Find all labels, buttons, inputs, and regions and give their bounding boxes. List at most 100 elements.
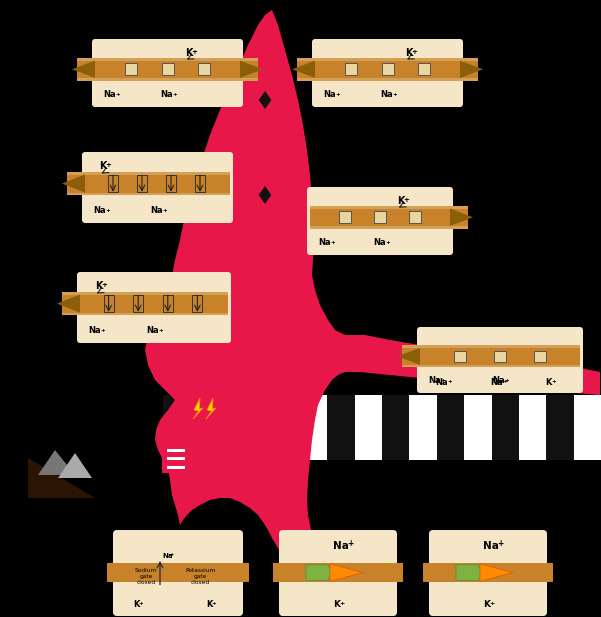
Bar [62,292,228,315]
Polygon shape [72,60,95,78]
Bar [355,395,382,460]
Text: +: + [211,601,216,606]
Bar [297,58,478,81]
Text: K: K [333,600,340,609]
Bar [418,63,430,75]
Bar [166,175,176,192]
FancyBboxPatch shape [279,530,397,616]
Bar [273,563,403,582]
Bar [67,172,230,196]
Polygon shape [62,175,85,193]
Polygon shape [292,60,315,78]
Bar [492,395,519,460]
Text: K: K [483,600,490,609]
Bar [272,395,300,460]
FancyBboxPatch shape [307,187,453,255]
Bar [198,63,210,75]
Bar [191,395,218,460]
Text: +: + [100,328,105,333]
Polygon shape [330,564,363,581]
Bar [374,211,386,223]
Bar [409,211,421,223]
Text: +: + [330,240,335,245]
Text: +: + [191,49,197,54]
Bar [437,395,464,460]
Bar [534,350,546,362]
Bar [218,395,245,460]
Text: +: + [159,328,163,333]
Bar [77,60,258,78]
Text: +: + [101,282,106,288]
Text: Na: Na [150,206,163,215]
Polygon shape [38,450,75,475]
Text: K: K [100,161,107,172]
Text: Na: Na [373,238,386,247]
Bar [402,348,580,365]
Bar [77,58,258,81]
Text: +: + [172,92,177,97]
Bar [162,437,190,473]
Text: +: + [403,196,409,202]
Bar [167,466,185,469]
Bar [382,63,394,75]
Bar [519,395,546,460]
Bar [345,63,357,75]
Polygon shape [456,565,483,581]
Bar [464,395,492,460]
Text: +: + [447,379,451,384]
Bar [137,175,147,192]
Text: Na: Na [483,541,499,551]
Polygon shape [450,209,473,226]
Text: Na: Na [160,90,173,99]
Polygon shape [258,91,271,109]
FancyBboxPatch shape [113,530,243,616]
Text: +: + [138,601,142,606]
Polygon shape [206,398,216,419]
Bar [133,296,143,312]
Bar [195,175,205,192]
Polygon shape [306,565,333,581]
Polygon shape [28,458,95,498]
Text: Na: Na [88,326,100,335]
Text: Na: Na [492,376,505,385]
Text: Na: Na [323,90,335,99]
Text: +: + [489,601,494,606]
Text: +: + [411,49,416,54]
Text: Na: Na [318,238,331,247]
Bar [107,563,249,582]
Text: +: + [440,378,445,383]
FancyBboxPatch shape [417,327,583,393]
Bar [163,296,173,312]
FancyBboxPatch shape [92,39,243,107]
Bar [310,209,468,226]
Bar [409,395,437,460]
Bar [297,60,478,78]
Text: Na: Na [147,326,159,335]
Polygon shape [460,60,483,78]
Text: Na: Na [333,541,349,551]
Text: +: + [339,601,344,606]
Text: Na: Na [490,378,502,387]
Text: Na: Na [435,378,448,387]
Bar [573,395,601,460]
Text: Potassium
gate
closed: Potassium gate closed [185,568,215,585]
Text: +: + [551,379,556,384]
Polygon shape [193,398,203,419]
Bar [423,563,553,582]
Text: Sodium
gate
closed: Sodium gate closed [135,568,157,585]
Bar [167,449,185,452]
Polygon shape [397,348,420,365]
Bar [167,457,185,460]
Text: K: K [405,48,412,57]
Bar [300,395,328,460]
Polygon shape [57,294,80,313]
Text: +: + [504,378,508,383]
Bar [494,350,506,362]
Text: +: + [347,539,353,548]
Bar [245,395,272,460]
FancyBboxPatch shape [429,530,547,616]
Text: Na: Na [103,90,115,99]
Text: Na: Na [380,90,393,99]
Text: Na: Na [162,553,172,559]
Text: +: + [162,208,167,213]
